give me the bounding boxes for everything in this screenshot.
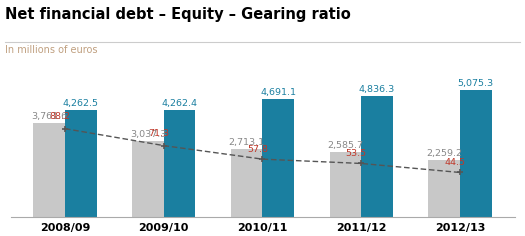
Bar (361, 96, 393, 217)
Text: 57.8: 57.8 (247, 145, 268, 154)
Text: 3,761.6: 3,761.6 (31, 112, 67, 121)
Bar (132, 141, 164, 217)
Bar (231, 149, 262, 217)
Bar (330, 152, 361, 217)
Text: 4,262.4: 4,262.4 (162, 99, 197, 108)
Text: 5,075.3: 5,075.3 (458, 79, 494, 88)
Text: 4,836.3: 4,836.3 (359, 85, 395, 94)
Bar (428, 160, 460, 217)
Text: In millions of euros: In millions of euros (5, 45, 98, 55)
Text: 2,259.2: 2,259.2 (426, 149, 462, 158)
Bar (34, 123, 65, 217)
Text: 4,262.5: 4,262.5 (63, 99, 99, 108)
Text: Net financial debt – Equity – Gearing ratio: Net financial debt – Equity – Gearing ra… (5, 7, 351, 22)
Bar (460, 90, 491, 217)
Text: 44.5: 44.5 (445, 158, 466, 168)
Text: 2,585.7: 2,585.7 (328, 141, 363, 150)
Text: 88.2: 88.2 (49, 112, 70, 121)
Text: 53.5: 53.5 (346, 149, 367, 158)
Bar (65, 110, 97, 217)
Text: 3,037.3: 3,037.3 (130, 130, 166, 139)
Text: 71.3: 71.3 (148, 129, 170, 138)
Text: 4,691.1: 4,691.1 (260, 88, 296, 97)
Text: 2,713.1: 2,713.1 (229, 138, 265, 147)
Bar (164, 110, 195, 217)
Bar (262, 100, 294, 217)
